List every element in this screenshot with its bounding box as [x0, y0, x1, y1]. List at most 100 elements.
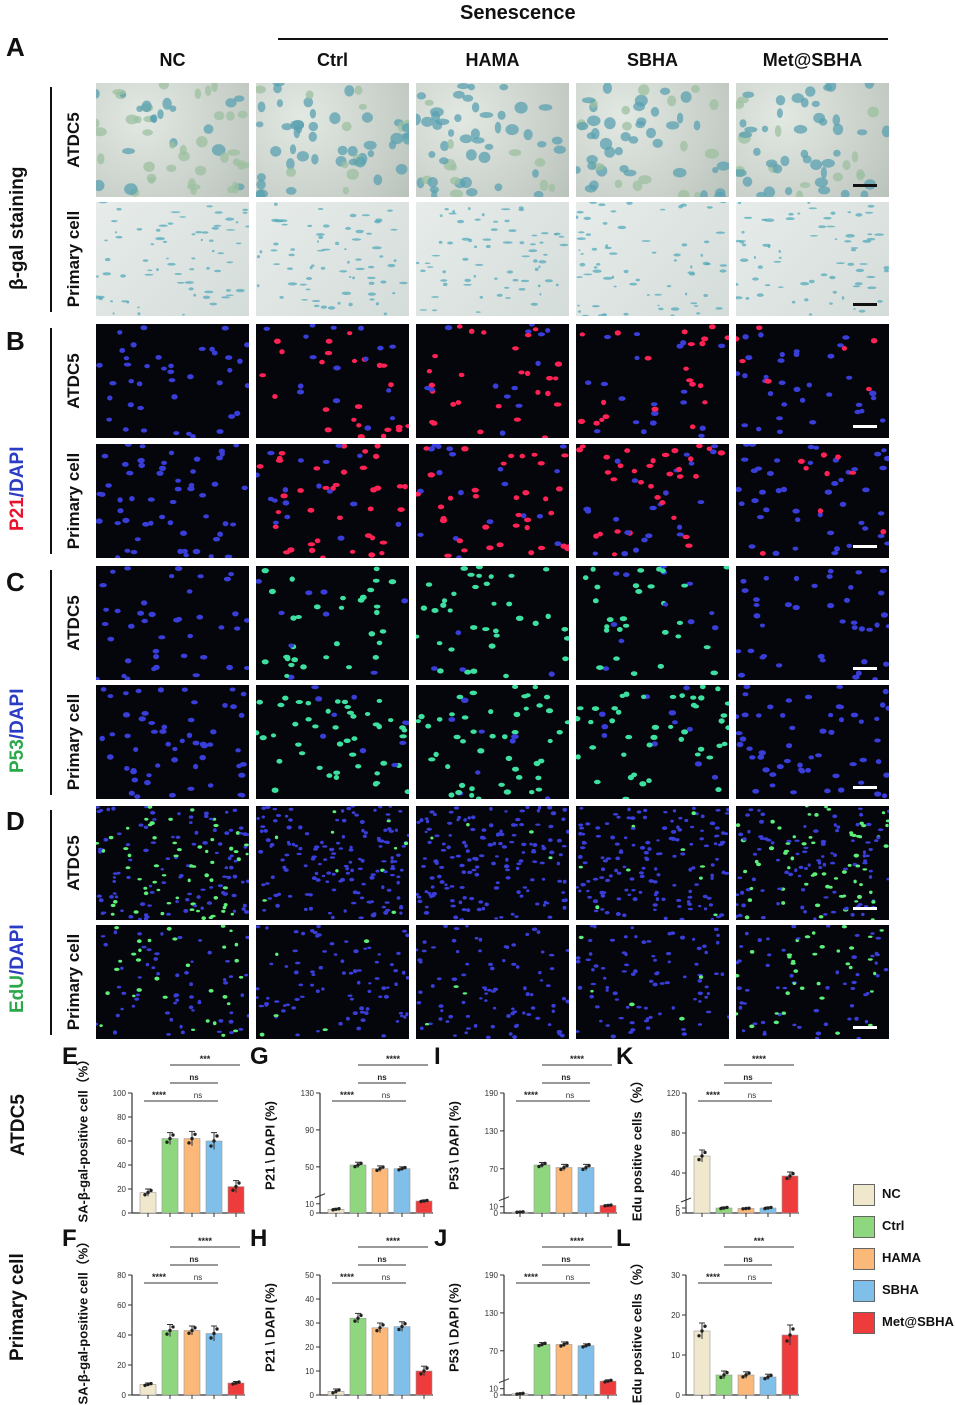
significance-label: ns — [561, 1255, 571, 1264]
data-point — [518, 1210, 522, 1214]
significance-label: ns — [748, 1091, 756, 1100]
data-point — [559, 1167, 563, 1172]
micrograph-a-atdc5-3 — [576, 83, 729, 197]
micrograph-c-primary-2 — [416, 685, 569, 799]
cell-pattern — [416, 444, 569, 558]
data-point — [763, 1206, 767, 1211]
micrograph-c-primary-1 — [256, 685, 409, 799]
y-tick-label: 20 — [117, 1361, 126, 1370]
y-tick-label: 10 — [489, 1203, 498, 1212]
bar — [577, 1167, 595, 1214]
y-tick-label: 30 — [671, 1271, 680, 1280]
micrograph-c-primary-3 — [576, 685, 729, 799]
micrograph-d-atdc5-4 — [736, 806, 889, 920]
legend-swatch — [853, 1248, 875, 1270]
data-point — [540, 1163, 544, 1167]
data-point — [565, 1341, 569, 1345]
data-point — [766, 1375, 770, 1379]
data-point — [425, 1366, 429, 1370]
micrograph-d-atdc5-3 — [576, 806, 729, 920]
axis-break-mark — [498, 1196, 510, 1202]
bar — [227, 1382, 245, 1396]
data-point — [143, 1383, 147, 1388]
cell-pattern — [576, 806, 729, 920]
chart-letter-h: H — [250, 1225, 268, 1252]
data-point — [515, 1392, 519, 1396]
chart-letter-k: K — [616, 1043, 634, 1070]
significance-label: ns — [566, 1091, 574, 1100]
bar — [393, 1168, 411, 1214]
significance-label: ns — [748, 1273, 756, 1282]
cell-pattern — [256, 566, 409, 680]
data-point — [378, 1166, 382, 1171]
data-point — [565, 1163, 569, 1168]
stain-label-a: β-gal staining — [7, 110, 29, 290]
cell-pattern — [582, 566, 729, 676]
chart-letter-e: E — [62, 1043, 79, 1070]
data-point — [744, 1206, 748, 1211]
data-point — [521, 1210, 525, 1214]
cell-pattern — [256, 83, 409, 197]
significance-label: **** — [340, 1090, 355, 1100]
micrograph-b-primary-3 — [576, 444, 729, 558]
micrograph-a-atdc5-4 — [736, 83, 889, 197]
bar — [693, 1330, 711, 1396]
data-point — [587, 1163, 591, 1168]
data-point — [587, 1342, 591, 1347]
data-point — [381, 1323, 385, 1327]
data-point — [785, 1176, 789, 1181]
cell-pattern — [416, 206, 569, 313]
legend-label: Met@SBHA — [882, 1314, 954, 1329]
data-point — [425, 1198, 429, 1203]
data-point — [331, 1208, 335, 1212]
data-point — [584, 1165, 588, 1170]
bar — [161, 1138, 179, 1214]
stain-label-part: P53 — [7, 738, 28, 773]
y-tick-label: 30 — [305, 1319, 314, 1328]
legend-swatch — [853, 1184, 875, 1206]
micrograph-b-primary-1 — [256, 444, 409, 558]
stain-label-part: /DAPI — [7, 923, 28, 975]
y-tick-label: 10 — [671, 1351, 680, 1360]
cell-pattern — [736, 568, 889, 680]
data-point — [337, 1207, 341, 1211]
data-point — [603, 1380, 607, 1384]
legend-label: Ctrl — [882, 1218, 905, 1233]
data-point — [562, 1165, 566, 1170]
y-tick-label: 0 — [676, 1209, 681, 1218]
cell-pattern — [576, 685, 729, 799]
y-tick-label: 10 — [489, 1385, 498, 1394]
micrograph-b-atdc5-1 — [256, 324, 409, 438]
data-point — [697, 1334, 701, 1338]
bar — [599, 1380, 617, 1396]
data-point — [543, 1161, 547, 1166]
chart-letter-i: I — [434, 1043, 441, 1070]
data-point — [769, 1205, 773, 1210]
data-point — [788, 1333, 792, 1337]
bar-chart-k: 05 40 80 120 **** ns **** ns — [667, 1054, 799, 1218]
significance-label: ns — [377, 1073, 387, 1082]
bar — [205, 1140, 223, 1214]
data-point — [168, 1136, 172, 1141]
cell-pattern — [256, 806, 409, 920]
significance-label: **** — [706, 1272, 721, 1282]
micrograph-d-primary-2 — [416, 925, 569, 1039]
micrograph-d-atdc5-1 — [256, 806, 409, 920]
data-point — [422, 1369, 426, 1373]
cell-pattern — [96, 83, 249, 197]
bar — [349, 1317, 367, 1396]
row-label-atdc5: ATDC5 — [64, 353, 83, 409]
stain-label-part: /DAPI — [7, 688, 28, 739]
micrograph-a-atdc5-1 — [256, 83, 409, 197]
data-point — [168, 1328, 172, 1333]
cell-pattern — [259, 324, 409, 438]
row-label-primary-cell: Primary cell — [64, 452, 83, 550]
data-point — [193, 1132, 197, 1136]
significance-label: ns — [743, 1073, 753, 1082]
significance-label: ns — [743, 1255, 753, 1264]
micrograph-a-primary-0 — [96, 202, 249, 316]
data-point — [763, 1376, 767, 1381]
